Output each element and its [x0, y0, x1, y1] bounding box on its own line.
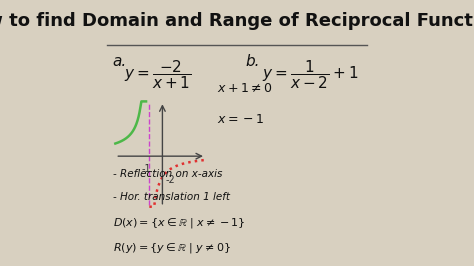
Text: -2: -2 — [165, 175, 175, 185]
Text: How to find Domain and Range of Reciprocal Functions: How to find Domain and Range of Reciproc… — [0, 12, 474, 30]
Text: $D(x) = \{x \in \mathbb{R}\ |\ x \neq -1\}$: $D(x) = \{x \in \mathbb{R}\ |\ x \neq -1… — [112, 216, 245, 230]
Text: $x+1 \neq 0$: $x+1 \neq 0$ — [217, 82, 273, 95]
Text: $y = \dfrac{1}{x-2}+1$: $y = \dfrac{1}{x-2}+1$ — [262, 58, 359, 91]
Text: - Hor. translation 1 left: - Hor. translation 1 left — [112, 192, 229, 202]
Text: - Reflection on x-axis: - Reflection on x-axis — [112, 169, 222, 178]
Text: $R(y) = \{y \in \mathbb{R}\ |\ y \neq 0\}$: $R(y) = \{y \in \mathbb{R}\ |\ y \neq 0\… — [112, 241, 230, 255]
Text: -1: -1 — [142, 164, 151, 174]
Text: $x = -1$: $x = -1$ — [217, 113, 264, 126]
Text: b.: b. — [246, 54, 260, 69]
Text: $y = \dfrac{-2}{x+1}$: $y = \dfrac{-2}{x+1}$ — [124, 58, 191, 91]
Text: a.: a. — [112, 54, 127, 69]
